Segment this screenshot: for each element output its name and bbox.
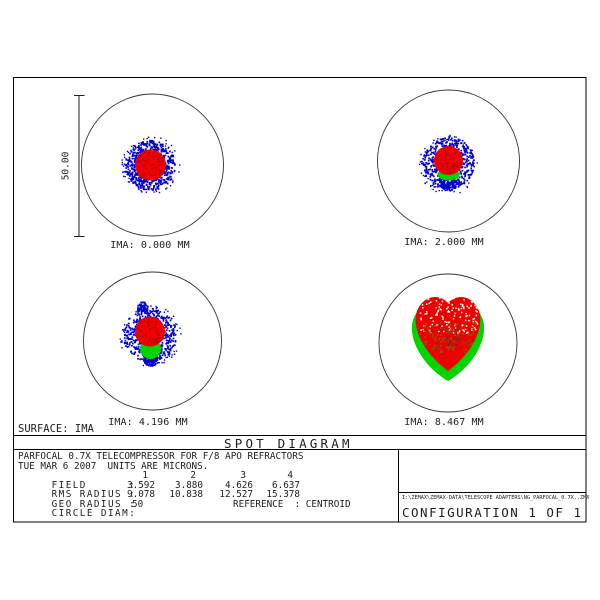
spot-blob-19 <box>415 297 481 371</box>
ima-label-field1: IMA: 0.000 MM <box>110 240 190 251</box>
rms-value-3: 4.626 <box>225 479 253 491</box>
spot-disc-16 <box>135 316 165 347</box>
page-title: SPOT DIAGRAM <box>224 436 353 451</box>
speckle-group-20 <box>419 297 479 334</box>
field-row-label: FIELD : <box>51 479 137 491</box>
speckle-group-10 <box>436 149 462 174</box>
speckle-group-22 <box>423 324 473 351</box>
reference-circle-field4 <box>378 273 518 413</box>
speckle-group-17 <box>137 318 163 345</box>
reference-circle-field2 <box>377 89 520 233</box>
spot-disc-9 <box>434 146 463 175</box>
field-value-4: 4 <box>287 470 293 481</box>
geo-radius-row: GEO RADIUS : 9.078 10.838 12.527 15.378 <box>18 489 392 509</box>
rms-radius-row: RMS RADIUS : 3.592 3.880 4.626 6.637 <box>18 479 392 499</box>
field-row: FIELD : 1 2 3 4 <box>18 470 392 490</box>
rms-value-1: 3.592 <box>127 479 155 491</box>
rms-value-4: 6.637 <box>272 479 300 491</box>
ima-label-field3: IMA: 4.196 MM <box>108 417 188 428</box>
speckle-group-1 <box>121 136 181 194</box>
speckle-group-13 <box>137 301 149 313</box>
field-value-2: 2 <box>190 470 196 481</box>
field-value-1: 1 <box>142 470 148 481</box>
reference-circle-field1 <box>81 93 224 237</box>
geo-value-1: 9.078 <box>127 489 155 500</box>
geo-value-4: 15.378 <box>266 489 300 500</box>
rms-value-2: 3.880 <box>175 479 203 491</box>
reference-label: REFERENCE : CENTROID <box>233 498 351 510</box>
info-panel: PARFOCAL 0.7X TELECOMPRESSOR FOR F/8 APO… <box>18 451 392 518</box>
field-value-3: 3 <box>240 470 246 481</box>
lens-title: PARFOCAL 0.7X TELECOMPRESSOR FOR F/8 APO… <box>18 451 304 462</box>
circle-diam-label: CIRCLE DIAM: <box>51 508 137 519</box>
speckle-group-4 <box>137 151 164 178</box>
geo-value-3: 12.527 <box>219 489 253 500</box>
reference-circle-field3 <box>83 271 222 411</box>
geo-row-label: GEO RADIUS : <box>51 498 137 510</box>
outer-frame <box>13 77 587 523</box>
speckle-group-23 <box>435 327 460 346</box>
speckle-group-0 <box>125 139 176 191</box>
scale-bar-label: 50.00 <box>60 151 72 181</box>
speckle-group-6 <box>418 134 478 194</box>
ima-label-field4: IMA: 8.467 MM <box>404 417 484 428</box>
surface-label: SURFACE: IMA <box>18 423 94 435</box>
date-units-line: TUE MAR 6 2007 UNITS ARE MICRONS. <box>18 460 209 472</box>
rms-row-label: RMS RADIUS : <box>51 489 137 500</box>
ima-label-field2: IMA: 2.000 MM <box>404 237 484 248</box>
spot-patterns <box>119 134 485 381</box>
geo-value-2: 10.838 <box>169 489 203 500</box>
circle-diam-row: CIRCLE DIAM: 50 REFERENCE : CENTROID <box>18 498 392 518</box>
configuration-label: CONFIGURATION 1 OF 1 <box>402 504 583 520</box>
lens-file-path: I:\ZEMAX\ZEMAX-DATA\TELESCOPE ADAPTERS\N… <box>402 495 590 501</box>
circle-diam-value: 50 <box>132 498 144 510</box>
scale-bar <box>74 95 85 237</box>
